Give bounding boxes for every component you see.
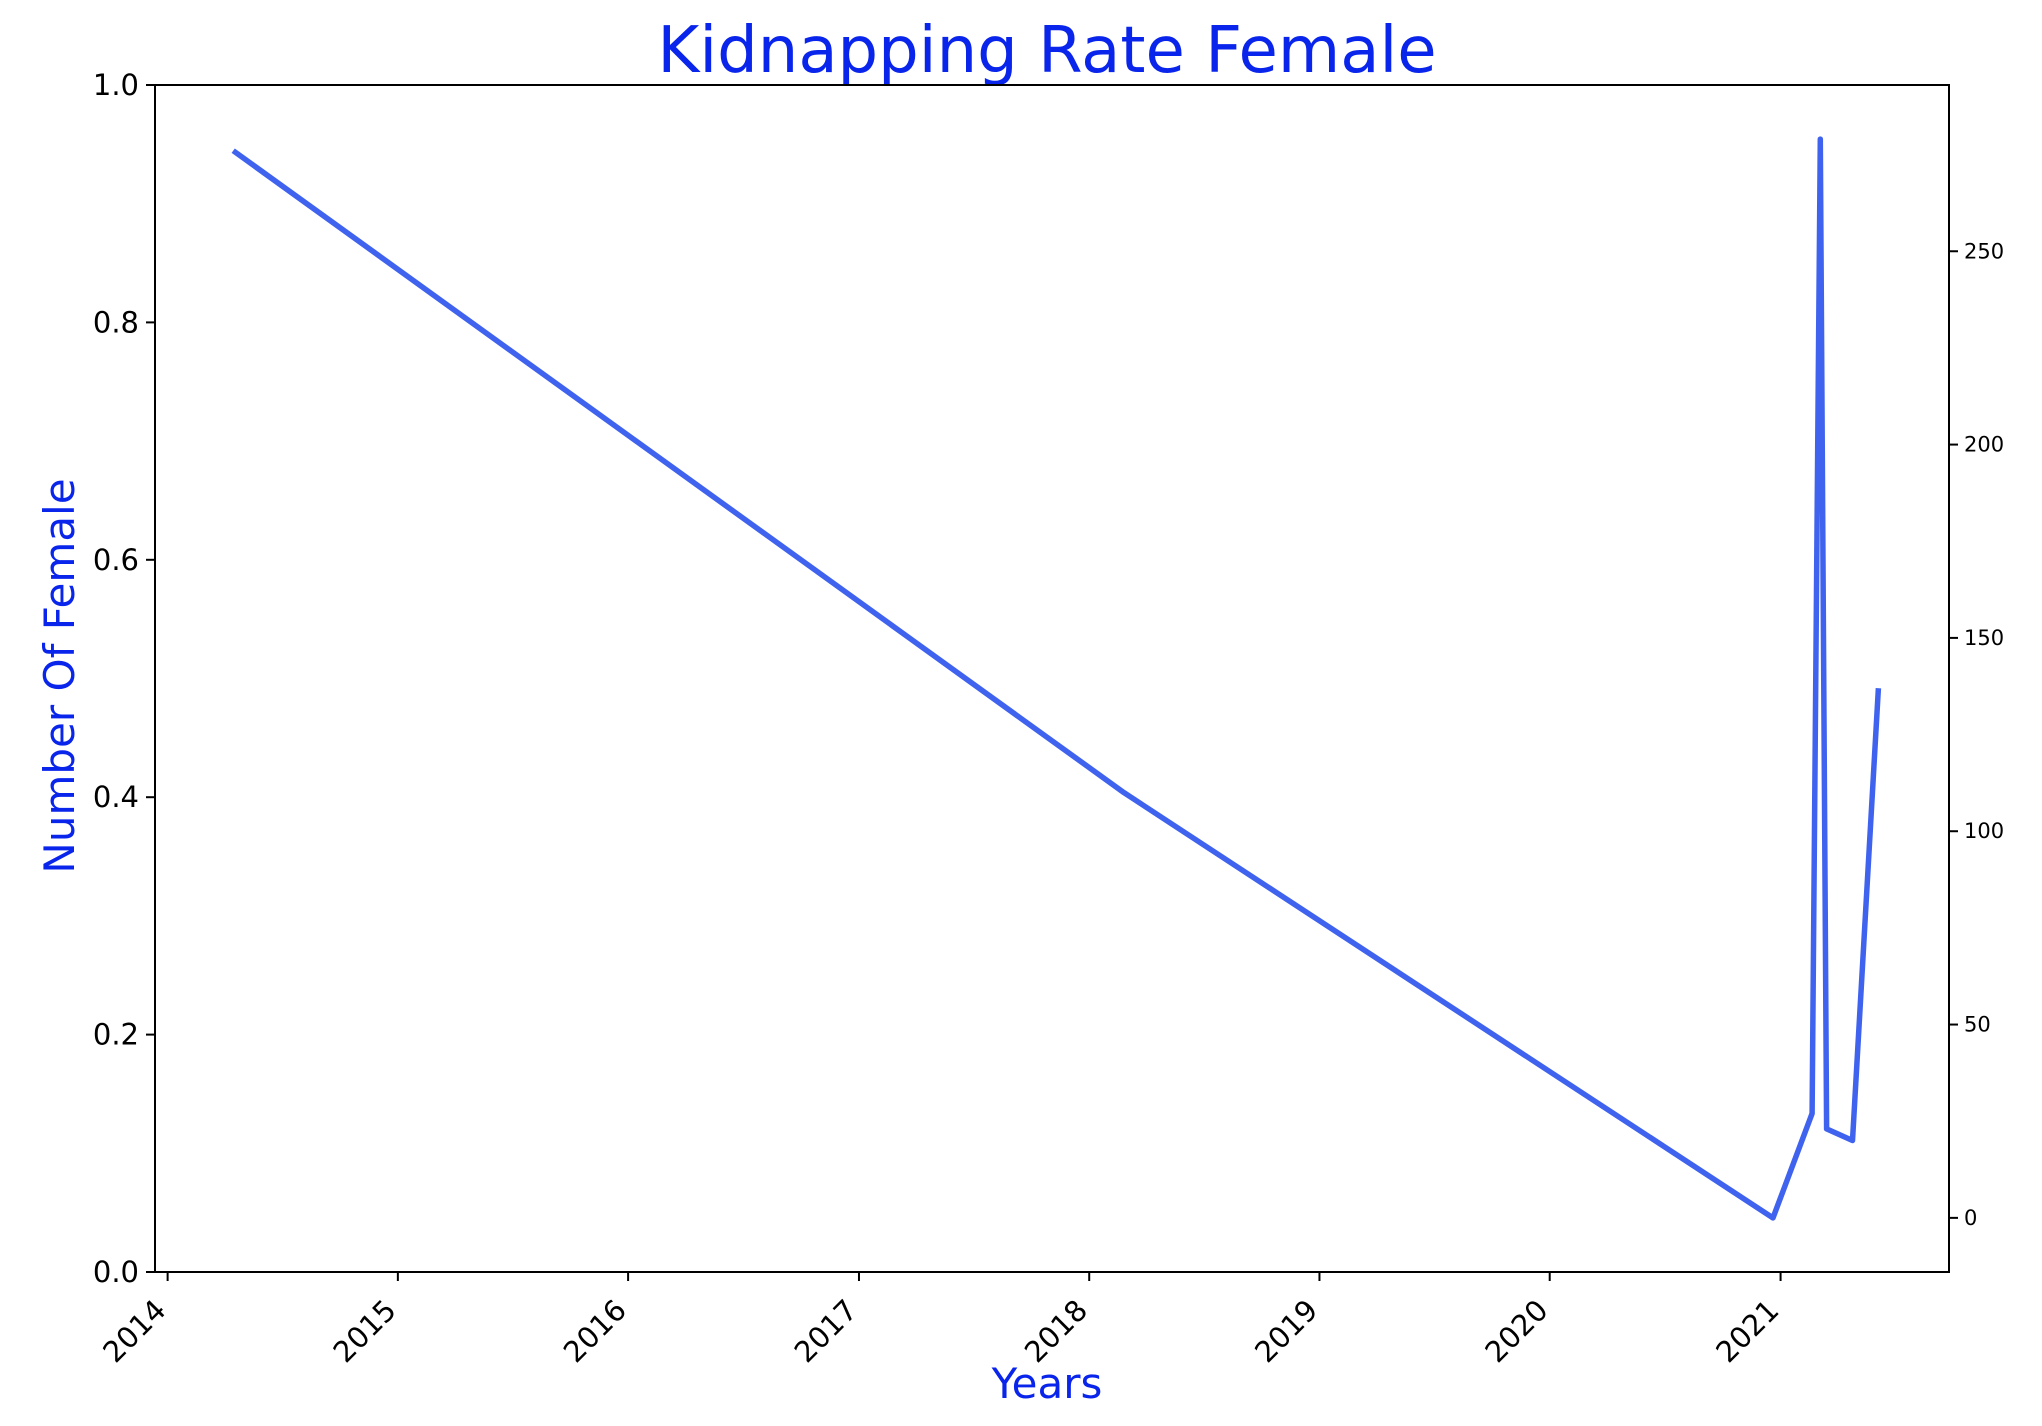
y-right-tick-label: 150 (1964, 626, 2004, 650)
y-axis-label: Number Of Female (35, 478, 84, 873)
y-left-tick-label: 0.2 (93, 1018, 139, 1052)
plot-area (154, 84, 1950, 1273)
y-left-tick-label: 0.4 (93, 780, 139, 814)
chart-title: Kidnapping Rate Female (657, 14, 1436, 88)
y-left-tick-label: 0.0 (93, 1255, 139, 1289)
series-line-0 (231, 136, 1882, 1221)
y-right-tick-label: 50 (1964, 1013, 1991, 1037)
y-right-tick-label: 200 (1964, 433, 2004, 457)
x-tick-label: 2020 (1478, 1293, 1554, 1369)
x-axis-label: Years (991, 1359, 1103, 1408)
plot-frame (154, 84, 1950, 1273)
x-tick-label: 2016 (557, 1293, 633, 1369)
x-tick-label: 2018 (1018, 1293, 1094, 1369)
x-tick-label: 2019 (1248, 1293, 1324, 1369)
y-right-tick-label: 250 (1964, 239, 2004, 263)
y-axis-right: 0 50 100 150 200 250 (1949, 239, 2004, 1230)
y-left-tick-label: 0.6 (93, 543, 139, 577)
x-tick-label: 2015 (327, 1293, 403, 1369)
y-left-tick-label: 0.8 (93, 305, 139, 339)
series-layer (231, 136, 1882, 1221)
x-tick-label: 2021 (1709, 1293, 1785, 1369)
y-right-tick-label: 100 (1964, 819, 2004, 843)
y-axis-left: 0.0 0.2 0.4 0.6 0.8 1.0 (93, 68, 155, 1289)
x-tick-label: 2014 (96, 1293, 172, 1369)
x-axis: 2014 2015 2016 2017 2018 2019 2020 2021 (96, 1272, 1786, 1369)
y-left-tick-label: 1.0 (93, 68, 139, 102)
y-right-tick-label: 0 (1964, 1206, 1977, 1230)
x-tick-label: 2017 (788, 1293, 864, 1369)
